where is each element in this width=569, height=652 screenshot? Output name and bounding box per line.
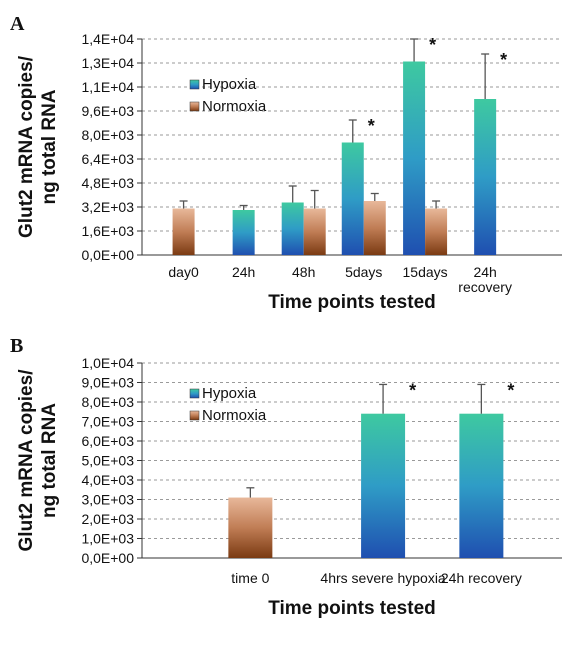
y-tick-label: 1,3E+04: [81, 55, 134, 71]
y-axis-title-line2: ng total RNA: [39, 89, 60, 204]
significance-asterisk: *: [409, 380, 416, 400]
y-axis-title-line2: ng total RNA: [39, 403, 60, 518]
hypoxia-legend-label: Hypoxia: [202, 76, 257, 93]
normoxia-bar: [303, 208, 326, 255]
y-tick-label: 4,0E+03: [81, 472, 134, 488]
y-tick-label: 7,0E+03: [81, 414, 134, 430]
y-tick-label: 6,4E+03: [81, 151, 134, 167]
x-category-label: 5days: [345, 264, 382, 280]
x-category-label: time 0: [231, 570, 269, 586]
significance-asterisk: *: [500, 50, 507, 70]
y-tick-label: 3,2E+03: [81, 199, 134, 215]
significance-asterisk: *: [429, 35, 436, 55]
normoxia-legend-label: Normoxia: [202, 407, 267, 424]
y-axis-title-line1: Glut2 mRNA copies/: [16, 369, 37, 552]
hypoxia-bar: [361, 413, 406, 558]
y-tick-label: 0,0E+00: [81, 550, 134, 566]
y-tick-label: 9,0E+03: [81, 375, 134, 391]
y-tick-label: 5,0E+03: [81, 453, 134, 469]
hypoxia-bar: [341, 142, 364, 255]
hypoxia-bar: [232, 210, 255, 255]
y-tick-label: 2,0E+03: [81, 511, 134, 527]
y-tick-label: 8,0E+03: [81, 127, 134, 143]
chart-panel-b: B 0,0E+00 1,0E+03 2,0E+03 3,0E+03 4,0E+03 5,0E…: [10, 335, 562, 619]
x-axis-title: Time points tested: [268, 292, 436, 313]
significance-asterisk: *: [368, 116, 375, 136]
normoxia-legend-swatch: [189, 101, 200, 112]
x-category-label: day0: [168, 264, 199, 280]
y-tick-label: 1,6E+03: [81, 223, 134, 239]
hypoxia-bar: [474, 99, 497, 255]
y-tick-label: 8,0E+03: [81, 394, 134, 410]
hypoxia-bar: [403, 61, 426, 255]
y-tick-label: 9,6E+03: [81, 103, 134, 119]
normoxia-legend-swatch: [189, 410, 200, 421]
y-axis-title-line1: Glut2 mRNA copies/: [16, 55, 37, 238]
y-tick-label: 6,0E+03: [81, 433, 134, 449]
hypoxia-legend-swatch: [189, 79, 200, 90]
panel-letter: A: [10, 13, 25, 35]
x-category-label: 4hrs severe hypoxia: [320, 570, 446, 586]
normoxia-bar: [363, 201, 386, 255]
y-tick-label: 4,8E+03: [81, 175, 134, 191]
normoxia-bar: [228, 497, 273, 558]
x-category-label: recovery: [458, 279, 512, 295]
x-category-label: 24h: [473, 264, 496, 280]
y-tick-label: 1,1E+04: [81, 79, 134, 95]
significance-asterisk: *: [507, 380, 514, 400]
chart-panel-a: A 0,0E+00 1,6E+03 3,2E+03 4,8E+03 6,4E+03 8,0E…: [10, 13, 562, 313]
x-axis-title: Time points tested: [268, 598, 436, 619]
y-tick-label: 0,0E+00: [81, 247, 134, 263]
y-tick-label: 3,0E+03: [81, 492, 134, 508]
x-category-label: 48h: [292, 264, 315, 280]
normoxia-bar: [425, 208, 448, 255]
x-category-label: 15days: [403, 264, 448, 280]
hypoxia-legend-label: Hypoxia: [202, 385, 257, 402]
hypoxia-bar: [281, 202, 304, 255]
y-tick-label: 1,0E+03: [81, 531, 134, 547]
hypoxia-bar: [459, 413, 504, 558]
normoxia-bar: [172, 208, 195, 255]
x-category-label: 24h recovery: [441, 570, 522, 586]
y-tick-label: 1,4E+04: [81, 31, 134, 47]
panel-letter: B: [10, 335, 23, 357]
normoxia-legend-label: Normoxia: [202, 98, 267, 115]
hypoxia-legend-swatch: [189, 388, 200, 399]
y-tick-label: 1,0E+04: [81, 355, 134, 371]
x-category-label: 24h: [232, 264, 255, 280]
